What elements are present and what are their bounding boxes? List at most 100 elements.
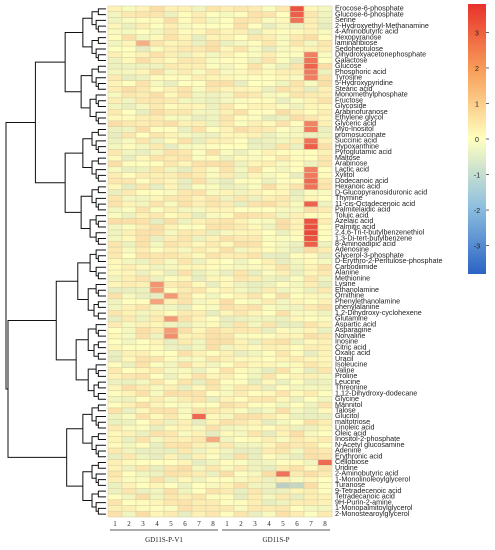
- heatmap-cell: [135, 45, 151, 53]
- heatmap-cell: [149, 442, 165, 449]
- heatmap-cell: [135, 350, 151, 357]
- heatmap-cell: [191, 287, 207, 294]
- heatmap-cell: [233, 459, 249, 466]
- heatmap-cell: [233, 160, 249, 168]
- heatmap-cell: [219, 91, 235, 99]
- heatmap-cell: [205, 505, 221, 512]
- heatmap-cell: [163, 378, 179, 386]
- dendrogram-branch: [34, 61, 66, 184]
- heatmap-cell: [219, 493, 235, 501]
- heatmap-cell: [191, 166, 207, 173]
- row-label: Palmitelaidic acid: [335, 205, 391, 214]
- heatmap-cell: [107, 292, 123, 300]
- heatmap-cell: [261, 223, 277, 231]
- heatmap-cell: [163, 419, 179, 426]
- group-label: GD11S-P: [263, 536, 290, 544]
- heatmap-cell: [317, 447, 333, 455]
- heatmap-cell: [275, 499, 291, 506]
- heatmap-cell: [177, 206, 193, 213]
- heatmap-cell: [317, 361, 333, 369]
- heatmap-cell: [289, 97, 305, 104]
- heatmap-cell: [205, 63, 221, 70]
- heatmap-cell: [177, 407, 193, 414]
- heatmap-cell: [303, 86, 319, 93]
- heatmap-cell: [135, 298, 151, 305]
- heatmap-cell: [205, 459, 221, 466]
- heatmap-cell: [303, 63, 319, 70]
- heatmap-cell: [261, 442, 277, 449]
- heatmap-cell: [219, 424, 235, 432]
- heatmap-cell: [205, 482, 221, 489]
- heatmap-cell: [247, 120, 263, 127]
- heatmap-cell: [261, 137, 277, 145]
- heatmap-cell: [163, 493, 179, 501]
- row-label: Tetradecanoic acid: [335, 492, 395, 501]
- heatmap-cell: [149, 132, 165, 139]
- dendrogram-branch: [97, 25, 106, 33]
- heatmap-cell: [107, 419, 123, 426]
- heatmap-cell: [135, 373, 151, 380]
- heatmap-cell: [233, 103, 249, 110]
- heatmap-cell: [317, 103, 333, 110]
- heatmap-cell: [275, 482, 291, 489]
- heatmap-cell: [303, 269, 319, 277]
- heatmap-cell: [177, 45, 193, 53]
- heatmap-cell: [289, 229, 305, 236]
- heatmap-cell: [275, 212, 291, 219]
- heatmap-cell: [121, 91, 137, 99]
- row-label: Azelaic acid: [335, 216, 373, 225]
- heatmap-cell: [107, 401, 123, 409]
- heatmap-cell: [261, 160, 277, 168]
- row-label: Glutamine: [335, 314, 368, 323]
- heatmap-cell: [177, 281, 193, 288]
- heatmap-cell: [135, 321, 151, 328]
- heatmap-cell: [177, 91, 193, 99]
- heatmap-cell: [205, 493, 221, 501]
- heatmap-cell: [149, 200, 165, 208]
- heatmap-cell: [289, 493, 305, 501]
- heatmap-cell: [135, 28, 151, 36]
- heatmap-cell: [191, 401, 207, 409]
- heatmap-cell: [303, 287, 319, 294]
- heatmap-cell: [163, 269, 179, 277]
- heatmap-cell: [177, 229, 193, 236]
- heatmap-cell: [191, 206, 207, 213]
- heatmap-cell: [121, 447, 137, 455]
- heatmap-cell: [163, 373, 179, 380]
- row-label: Maltose: [335, 153, 360, 162]
- heatmap-cell: [261, 143, 277, 150]
- colorbar-tick-label: 0: [475, 137, 479, 144]
- row-label: 2-Monostearoylglycerol: [335, 509, 410, 518]
- heatmap-cell: [289, 235, 305, 242]
- heatmap-cell: [149, 292, 165, 300]
- heatmap-cell: [317, 338, 333, 346]
- heatmap-cell: [289, 86, 305, 93]
- row-label: Arabinose: [335, 159, 367, 168]
- heatmap-cell: [219, 436, 235, 443]
- heatmap-cell: [317, 80, 333, 87]
- heatmap-cell: [135, 68, 151, 76]
- heatmap-cell: [163, 63, 179, 70]
- heatmap-cell: [219, 321, 235, 328]
- heatmap-cell: [163, 57, 179, 64]
- heatmap-cell: [289, 298, 305, 305]
- heatmap-cell: [233, 246, 249, 254]
- heatmap-cell: [219, 74, 235, 81]
- heatmap-cell: [191, 17, 207, 24]
- heatmap-cell: [177, 114, 193, 122]
- heatmap-cell: [177, 200, 193, 208]
- heatmap-cell: [247, 252, 263, 259]
- heatmap-cell: [107, 252, 123, 259]
- heatmap-cell: [135, 493, 151, 501]
- heatmap-cell: [219, 442, 235, 449]
- heatmap-cell: [149, 109, 165, 116]
- heatmap-cell: [275, 189, 291, 196]
- heatmap-cell: [163, 350, 179, 357]
- dendrogram-branch: [55, 280, 78, 361]
- heatmap-cell: [289, 80, 305, 87]
- heatmap-cell: [261, 378, 277, 386]
- heatmap-cell: [107, 407, 123, 414]
- heatmap-cell: [233, 91, 249, 99]
- heatmap-cell: [205, 367, 221, 374]
